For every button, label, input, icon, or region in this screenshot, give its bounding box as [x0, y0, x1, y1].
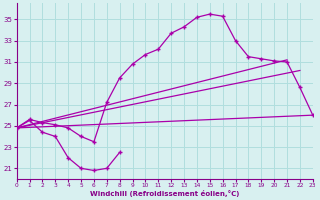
X-axis label: Windchill (Refroidissement éolien,°C): Windchill (Refroidissement éolien,°C)	[90, 190, 239, 197]
